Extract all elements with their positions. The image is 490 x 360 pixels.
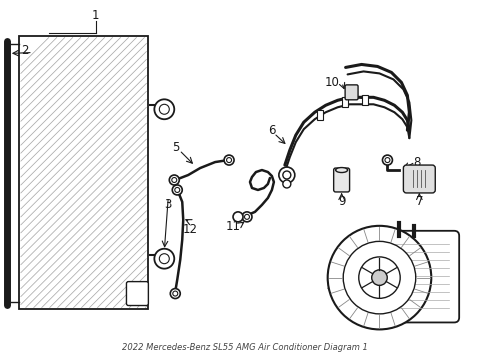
- FancyBboxPatch shape: [374, 231, 459, 323]
- Text: 2022 Mercedes-Benz SL55 AMG Air Conditioner Diagram 1: 2022 Mercedes-Benz SL55 AMG Air Conditio…: [122, 343, 368, 352]
- Bar: [19, 36, 148, 310]
- Circle shape: [245, 214, 249, 219]
- Ellipse shape: [336, 167, 347, 172]
- Text: 5: 5: [172, 141, 180, 154]
- Circle shape: [172, 177, 177, 183]
- Circle shape: [283, 171, 291, 179]
- Circle shape: [154, 249, 174, 269]
- Circle shape: [159, 104, 169, 114]
- Circle shape: [159, 254, 169, 264]
- Text: 10: 10: [324, 76, 339, 89]
- Text: 12: 12: [183, 223, 197, 236]
- Circle shape: [173, 291, 178, 296]
- Bar: [362, 95, 368, 105]
- Text: 3: 3: [165, 198, 172, 211]
- FancyBboxPatch shape: [403, 165, 435, 193]
- Text: 2: 2: [21, 44, 28, 57]
- Circle shape: [171, 289, 180, 298]
- Circle shape: [233, 212, 243, 222]
- Circle shape: [372, 270, 387, 285]
- Circle shape: [242, 212, 252, 222]
- Text: 1: 1: [92, 9, 99, 22]
- Circle shape: [154, 99, 174, 119]
- Circle shape: [343, 241, 416, 314]
- Text: 9: 9: [338, 195, 345, 208]
- FancyBboxPatch shape: [334, 168, 349, 192]
- FancyBboxPatch shape: [345, 85, 358, 100]
- Circle shape: [359, 257, 400, 298]
- Circle shape: [169, 175, 179, 185]
- Text: 7: 7: [416, 195, 423, 208]
- Circle shape: [328, 226, 431, 329]
- Circle shape: [226, 158, 232, 163]
- Text: 11: 11: [225, 220, 241, 233]
- Circle shape: [175, 188, 180, 193]
- Text: 4: 4: [326, 281, 333, 294]
- Text: 8: 8: [414, 156, 421, 168]
- Circle shape: [383, 155, 392, 165]
- Bar: [342, 97, 347, 107]
- Circle shape: [172, 185, 182, 195]
- Circle shape: [279, 167, 295, 183]
- Circle shape: [283, 180, 291, 188]
- Bar: [317, 110, 323, 120]
- FancyBboxPatch shape: [126, 282, 148, 306]
- Circle shape: [224, 155, 234, 165]
- Circle shape: [385, 158, 390, 163]
- Text: 6: 6: [268, 124, 276, 137]
